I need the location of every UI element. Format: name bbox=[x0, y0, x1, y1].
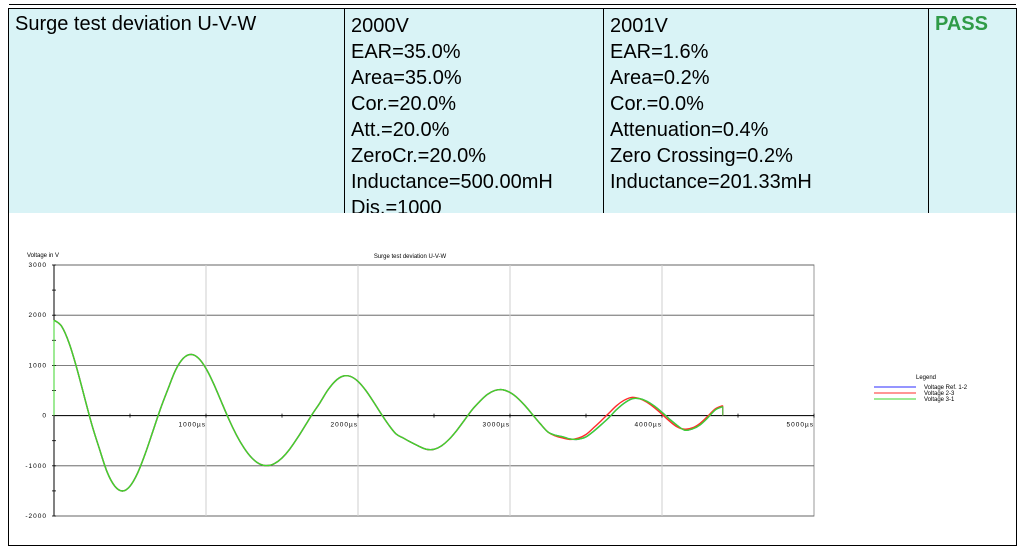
x-tick-label: 1000µs bbox=[179, 422, 206, 429]
surge-chart: 3000 2000 1000 0 -1000 -2000 1000µs 2000µs 3000µ… bbox=[25, 253, 968, 520]
results-row: Surge test deviation U-V-W 2000V EAR=35.… bbox=[8, 8, 1017, 222]
limits-cell: 2000V EAR=35.0% Area=35.0% Cor.=20.0% At… bbox=[344, 8, 604, 222]
measured-voltage: 2001V bbox=[610, 15, 668, 37]
chart-series bbox=[53, 319, 724, 492]
y-tick-label: 2000 bbox=[29, 312, 47, 319]
measured-correlation: Cor.=0.0% bbox=[610, 93, 704, 115]
chart-title: Surge test deviation U-V-W bbox=[374, 254, 447, 260]
x-tick-label: 5000µs bbox=[787, 422, 814, 429]
measured-area: Area=0.2% bbox=[610, 67, 710, 89]
measured-cell: 2001V EAR=1.6% Area=0.2% Cor.=0.0% Atten… bbox=[603, 8, 929, 222]
chart-grid bbox=[53, 264, 815, 517]
legend-title: Legend bbox=[916, 375, 936, 381]
measured-ear: EAR=1.6% bbox=[610, 41, 709, 63]
x-tick-label: 3000µs bbox=[483, 422, 510, 429]
test-name-cell: Surge test deviation U-V-W bbox=[8, 8, 345, 222]
limit-area: Area=35.0% bbox=[351, 67, 462, 89]
y-tick-label: 0 bbox=[42, 413, 47, 420]
y-tick-label: 1000 bbox=[29, 362, 47, 369]
measured-attenuation: Attenuation=0.4% bbox=[610, 119, 769, 141]
top-rule bbox=[9, 4, 1016, 5]
measured-zero-crossing: Zero Crossing=0.2% bbox=[610, 145, 793, 167]
pass-badge: PASS bbox=[935, 13, 988, 35]
y-tick-label: -1000 bbox=[25, 463, 47, 470]
series-line-1 bbox=[53, 319, 724, 492]
chart-panel: 3000 2000 1000 0 -1000 -2000 1000µs 2000µs 3000µ… bbox=[8, 213, 1017, 546]
limit-correlation: Cor.=20.0% bbox=[351, 93, 457, 115]
series-line-2 bbox=[53, 319, 724, 492]
chart-axes: 3000 2000 1000 0 -1000 -2000 1000µs 2000µs 3000µ… bbox=[25, 262, 815, 520]
legend-label-2: Voltage 2-3 bbox=[924, 391, 955, 397]
x-tick-label: 4000µs bbox=[635, 422, 662, 429]
test-name: Surge test deviation U-V-W bbox=[15, 13, 257, 35]
legend-label-3: Voltage 3-1 bbox=[924, 397, 955, 403]
measured-inductance: Inductance=201.33mH bbox=[610, 171, 812, 193]
limit-zero-crossing: ZeroCr.=20.0% bbox=[351, 145, 487, 167]
series-line-3 bbox=[53, 319, 724, 492]
legend-label-1: Voltage Ref. 1-2 bbox=[924, 385, 968, 391]
limit-voltage: 2000V bbox=[351, 15, 409, 37]
result-cell: PASS bbox=[928, 8, 1017, 222]
limit-ear: EAR=35.0% bbox=[351, 41, 461, 63]
limit-attenuation: Att.=20.0% bbox=[351, 119, 450, 141]
x-tick-label: 2000µs bbox=[331, 422, 358, 429]
y-tick-label: 3000 bbox=[29, 262, 47, 269]
y-axis-label: Voltage in V bbox=[27, 253, 59, 259]
results-table: Surge test deviation U-V-W 2000V EAR=35.… bbox=[8, 8, 1017, 222]
y-tick-label: -2000 bbox=[25, 513, 47, 520]
limit-inductance: Inductance=500.00mH bbox=[351, 171, 553, 193]
